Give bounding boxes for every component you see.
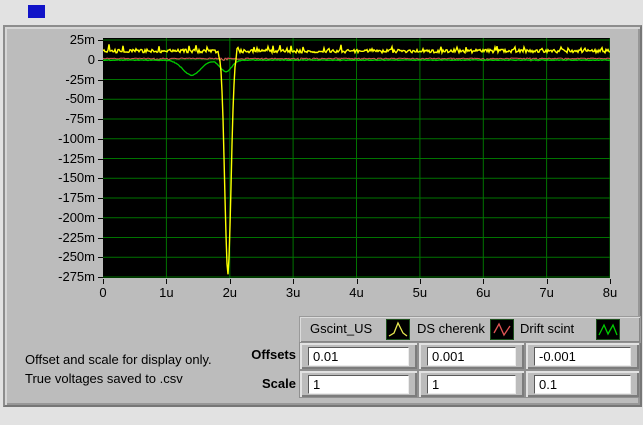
scale-input-2[interactable] xyxy=(427,375,516,394)
y-axis-tick-label: 25m xyxy=(69,32,95,47)
x-axis-tick-mark xyxy=(610,279,611,284)
y-axis-tick-label: -200m xyxy=(58,209,95,225)
offsets-label: Offsets xyxy=(251,347,296,362)
y-axis-tick-mark xyxy=(98,198,103,199)
y-axis-tick-mark xyxy=(98,40,103,41)
graph-legend: Gscint_US DS cherenk Drift scint xyxy=(299,316,641,343)
waveform-traces xyxy=(102,38,611,278)
scale-field-1 xyxy=(299,370,418,398)
offset-field-1 xyxy=(299,342,418,370)
y-axis-tick-label: -125m xyxy=(58,150,95,166)
y-axis-tick-mark xyxy=(98,99,103,101)
note-line-2: True voltages saved to .csv xyxy=(25,371,183,386)
y-axis-tick-mark xyxy=(98,217,103,219)
x-axis-tick-label: 5u xyxy=(412,285,428,300)
note-line-1: Offset and scale for display only. xyxy=(25,352,212,367)
y-axis-tick-label: -25m xyxy=(65,71,95,87)
legend-label-gscint-us[interactable]: Gscint_US xyxy=(310,321,373,336)
offset-input-2[interactable] xyxy=(427,347,516,366)
offset-field-2 xyxy=(418,342,525,370)
x-axis-tick-label: 0 xyxy=(99,285,107,300)
x-axis-tick-mark xyxy=(103,279,104,284)
x-axis-tick-label: 1u xyxy=(159,285,174,300)
y-axis-tick-mark xyxy=(98,59,103,61)
y-axis-tick-mark xyxy=(98,277,103,278)
x-axis-tick-label: 4u xyxy=(349,285,364,300)
note-text: Offset and scale for display only. True … xyxy=(25,350,212,388)
scale-input-1[interactable] xyxy=(308,375,409,394)
y-axis-tick-label: -150m xyxy=(58,170,95,186)
x-axis-tick-mark xyxy=(419,279,421,284)
x-axis-tick-mark xyxy=(483,279,485,284)
x-axis-tick-label: 8u xyxy=(602,285,618,300)
blue-indicator xyxy=(28,5,45,18)
waveform-graph-plot-area[interactable] xyxy=(102,38,611,278)
y-axis-tick-mark xyxy=(98,119,103,120)
legend-waveform-icon-ds-cherenk[interactable] xyxy=(490,319,514,340)
x-axis-tick-label: 7u xyxy=(539,285,554,300)
y-axis-tick-label: -250m xyxy=(58,249,95,265)
x-axis-tick-label: 6u xyxy=(476,285,491,300)
scale-label: Scale xyxy=(262,376,296,391)
y-axis-tick-label: -50m xyxy=(65,91,95,107)
y-axis-tick-mark xyxy=(98,79,103,81)
legend-label-ds-cherenk[interactable]: DS cherenk xyxy=(417,321,485,336)
y-axis-tick-mark xyxy=(98,178,103,180)
y-axis-tick-label: -225m xyxy=(58,229,95,245)
x-axis-tick-mark xyxy=(546,279,548,284)
y-axis-tick-mark xyxy=(98,237,103,239)
offset-input-3[interactable] xyxy=(534,347,631,366)
scale-field-3 xyxy=(525,370,640,398)
scale-input-3[interactable] xyxy=(534,375,631,394)
y-axis-tick-label: -100m xyxy=(58,130,95,146)
y-axis-tick-mark xyxy=(98,158,103,160)
x-axis-tick-mark xyxy=(293,279,295,284)
offset-input-1[interactable] xyxy=(308,347,409,366)
x-axis-tick-mark xyxy=(166,279,168,284)
y-axis-tick-label: -75m xyxy=(65,111,95,126)
legend-waveform-icon-drift-scint[interactable] xyxy=(596,319,620,340)
x-axis-tick-mark xyxy=(356,279,358,284)
y-axis-tick-label: 0 xyxy=(87,51,95,67)
scale-field-2 xyxy=(418,370,525,398)
x-axis-tick-label: 3u xyxy=(285,285,301,300)
offset-field-3 xyxy=(525,342,640,370)
y-axis-tick-mark xyxy=(98,138,103,140)
legend-label-drift-scint[interactable]: Drift scint xyxy=(520,321,575,336)
x-axis-tick-mark xyxy=(229,279,231,284)
x-axis-tick-label: 2u xyxy=(222,285,238,300)
y-axis-tick-mark xyxy=(98,257,103,259)
legend-waveform-icon-gscint-us[interactable] xyxy=(386,319,410,340)
y-axis-tick-label: -275m xyxy=(58,269,95,284)
y-axis-tick-label: -175m xyxy=(58,190,95,205)
